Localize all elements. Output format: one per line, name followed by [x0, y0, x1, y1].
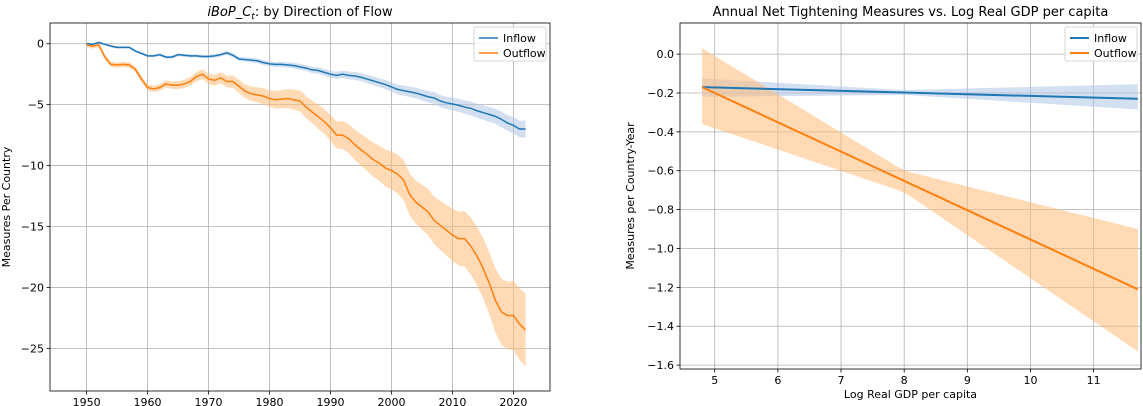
y-tick-label: −0.4	[647, 126, 674, 139]
x-tick-label: 6	[774, 374, 781, 387]
y-ticks: 0.0 −0.2 −0.4 −0.6 −0.8 −1.0 −1.2 −1.4 −1.6	[647, 48, 680, 372]
x-tick-label: 1960	[134, 396, 162, 406]
series-line-inflow	[702, 86, 1138, 100]
chart-title: iBoP_Ct: by Direction of Flow	[207, 5, 393, 22]
y-tick-label: −0.2	[647, 87, 674, 100]
series-lines	[701, 86, 1139, 291]
x-tick-label: 5	[711, 374, 718, 387]
legend-label-outflow: Outflow	[503, 47, 546, 60]
series-lines	[86, 41, 527, 331]
legend-label-outflow: Outflow	[1094, 47, 1137, 60]
x-tick-label: 1990	[316, 396, 344, 406]
plot-frame	[49, 22, 551, 392]
x-axis-label: Log Real GDP per capita	[844, 388, 977, 401]
y-axis-label: Measures per Country-Year	[624, 122, 637, 270]
y-tick-label: −1.2	[647, 281, 674, 294]
chart-right: 5 6 7 8 9 10 11 0.0 −0.2 −0.4 −0.6 −0.8 −1.0 −1.2 −1.…	[624, 5, 1142, 401]
legend-label-inflow: Inflow	[503, 32, 536, 45]
y-tick-label: −10	[21, 160, 44, 173]
x-tick-label: 11	[1087, 374, 1101, 387]
y-tick-label: 0.0	[657, 48, 675, 61]
title-italic: iBoP_C	[207, 5, 252, 20]
chart-left: 1950 1960 1970 1980 1990 2000 2010 2020 0 −5 −10 −…	[0, 5, 551, 406]
legend: Inflow Outflow	[473, 26, 547, 62]
y-tick-label: −1.0	[647, 242, 674, 255]
chart-title: Annual Net Tightening Measures vs. Log R…	[713, 5, 1109, 20]
plot-area	[50, 23, 550, 391]
y-tick-label: −15	[21, 220, 44, 233]
confidence-band-outflow	[702, 48, 1138, 352]
title-subscript: t	[251, 12, 255, 22]
x-tick-label: 1950	[73, 396, 101, 406]
y-tick-label: −0.6	[647, 165, 674, 178]
y-ticks: 0 −5 −10 −15 −20 −25	[21, 38, 50, 355]
x-ticks: 5 6 7 8 9 10 11	[711, 369, 1101, 387]
y-tick-label: −5	[28, 99, 44, 112]
legend: Inflow Outflow	[1064, 26, 1138, 62]
x-tick-label: 2010	[438, 396, 466, 406]
x-tick-label: 1980	[256, 396, 284, 406]
y-tick-label: −0.8	[647, 204, 674, 217]
x-tick-label: 9	[964, 374, 971, 387]
x-tick-label: 10	[1023, 374, 1037, 387]
x-tick-label: 2020	[499, 396, 527, 406]
legend-label-inflow: Inflow	[1094, 32, 1127, 45]
y-tick-label: 0	[37, 38, 44, 51]
title-rest: : by Direction of Flow	[255, 5, 393, 20]
x-tick-label: 2000	[377, 396, 405, 406]
x-ticks: 1950 1960 1970 1980 1990 2000 2010 2020	[73, 391, 527, 406]
series-line-outflow	[701, 86, 1139, 291]
x-tick-label: 7	[838, 374, 845, 387]
x-tick-label: 8	[901, 374, 908, 387]
y-tick-label: −1.4	[647, 320, 674, 333]
y-axis-label: Measures Per Country	[0, 146, 13, 267]
x-tick-label: 1970	[195, 396, 223, 406]
series-line-outflow	[86, 44, 527, 331]
y-tick-label: −25	[21, 342, 44, 355]
series-line-inflow	[86, 41, 526, 130]
y-tick-label: −20	[21, 281, 44, 294]
y-tick-label: −1.6	[647, 359, 674, 372]
plot-frame	[679, 22, 1142, 370]
